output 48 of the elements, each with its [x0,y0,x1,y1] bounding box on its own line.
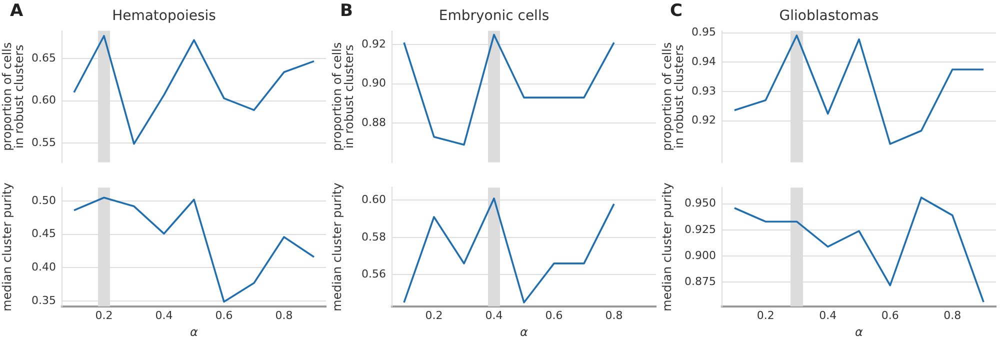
y-axis-title: median cluster purity [330,182,344,312]
x-tick-label: 0.4 [155,308,173,322]
text: A [10,0,24,21]
text: C [670,0,682,21]
y-tick-label: 0.60 [32,94,56,107]
y-tick-label: 0.925 [684,222,716,236]
y-tick-label: 0.900 [684,248,716,262]
y-axis-title: median cluster purity [660,182,674,312]
x-tick-label: 0.6 [881,308,899,322]
y-tick-label: 0.950 [684,196,716,210]
x-axis-title: α [190,324,198,339]
y-tick-label: 0.93 [692,84,716,98]
y-tick-label: 0.95 [692,26,716,39]
y-tick-label: 0.55 [32,136,56,149]
x-tick-label: 0.8 [944,308,962,322]
x-tick-label: 0.6 [215,308,233,322]
y-tick-label: 0.92 [362,37,386,50]
x-tick-label: 0.4 [819,308,837,322]
chart-title: Hematopoiesis [112,8,216,24]
y-tick-label: 0.50 [32,194,56,207]
y-tick-label: 0.94 [692,55,716,68]
y-axis-title: proportion of cells in robust clusters [330,42,356,151]
y-tick-label: 0.45 [32,227,56,240]
x-axis-title: α [855,324,864,339]
y-tick-label: 0.88 [362,116,386,129]
x-axis-title: α [520,324,528,339]
y-tick-label: 0.60 [362,193,386,206]
y-tick-label: 0.90 [362,76,386,90]
chart-title: Embryonic cells [438,8,550,24]
x-tick-label: 0.2 [425,308,443,322]
x-tick-label: 0.8 [275,308,293,322]
y-tick-label: 0.65 [32,52,56,64]
chart-title: Glioblastomas [779,8,879,24]
y-tick-label: 0.35 [32,294,56,307]
y-axis-title: proportion of cells in robust clusters [0,42,26,151]
x-tick-label: 0.2 [95,308,113,322]
y-tick-label: 0.40 [32,260,56,274]
x-tick-label: 0.8 [605,308,623,322]
x-tick-label: 0.4 [485,308,503,322]
y-axis-title: median cluster purity [0,182,14,312]
x-tick-label: 0.6 [545,308,563,322]
y-tick-label: 0.58 [362,230,386,244]
y-tick-label: 0.56 [362,267,386,280]
y-axis-title: proportion of cells in robust clusters [660,42,686,151]
x-tick-label: 0.2 [756,308,774,322]
y-tick-label: 0.875 [684,275,716,288]
y-tick-label: 0.92 [692,114,716,127]
text: B [340,0,353,21]
